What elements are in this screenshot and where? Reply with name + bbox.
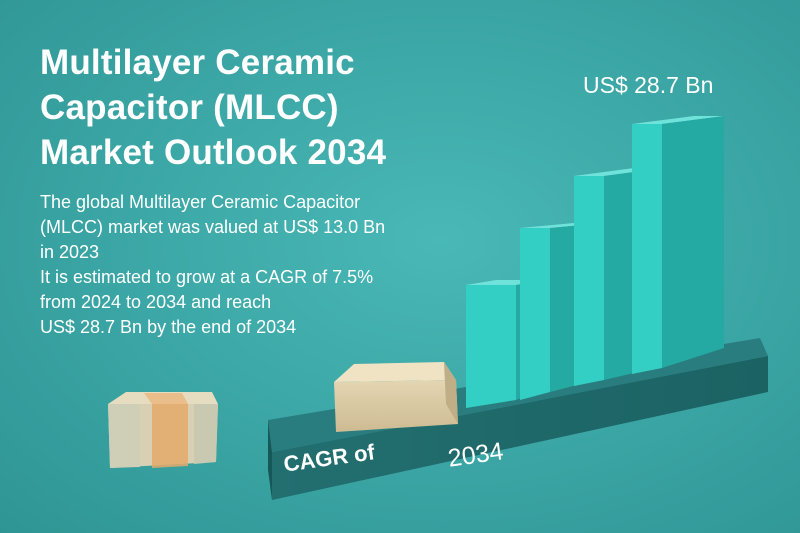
bar-4 — [632, 116, 724, 374]
description: The global Multilayer Ceramic Capacitor … — [40, 190, 480, 340]
description-line-3: in 2023 — [40, 242, 100, 262]
description-line-6: US$ 28.7 Bn by the end of 2034 — [40, 317, 297, 337]
title-line-2: Capacitor (MLCC) — [40, 88, 339, 127]
description-line-5: from 2024 to 2034 and reach — [40, 292, 272, 312]
page-title: Multilayer Ceramic Capacitor (MLCC) Mark… — [40, 40, 460, 175]
capacitor-chip-large — [334, 362, 458, 432]
capacitor-chip-small — [108, 392, 218, 468]
description-line-2: (MLCC) market was valued at US$ 13.0 Bn — [40, 217, 386, 237]
title-line-1: Multilayer Ceramic — [40, 43, 355, 82]
description-line-1: The global Multilayer Ceramic Capacitor — [40, 192, 361, 212]
title-line-3: Market Outlook 2034 — [40, 133, 387, 172]
description-line-4: It is estimated to grow at a CAGR of 7.5… — [40, 267, 374, 287]
market-value-label: US$ 28.7 Bn — [583, 72, 714, 98]
